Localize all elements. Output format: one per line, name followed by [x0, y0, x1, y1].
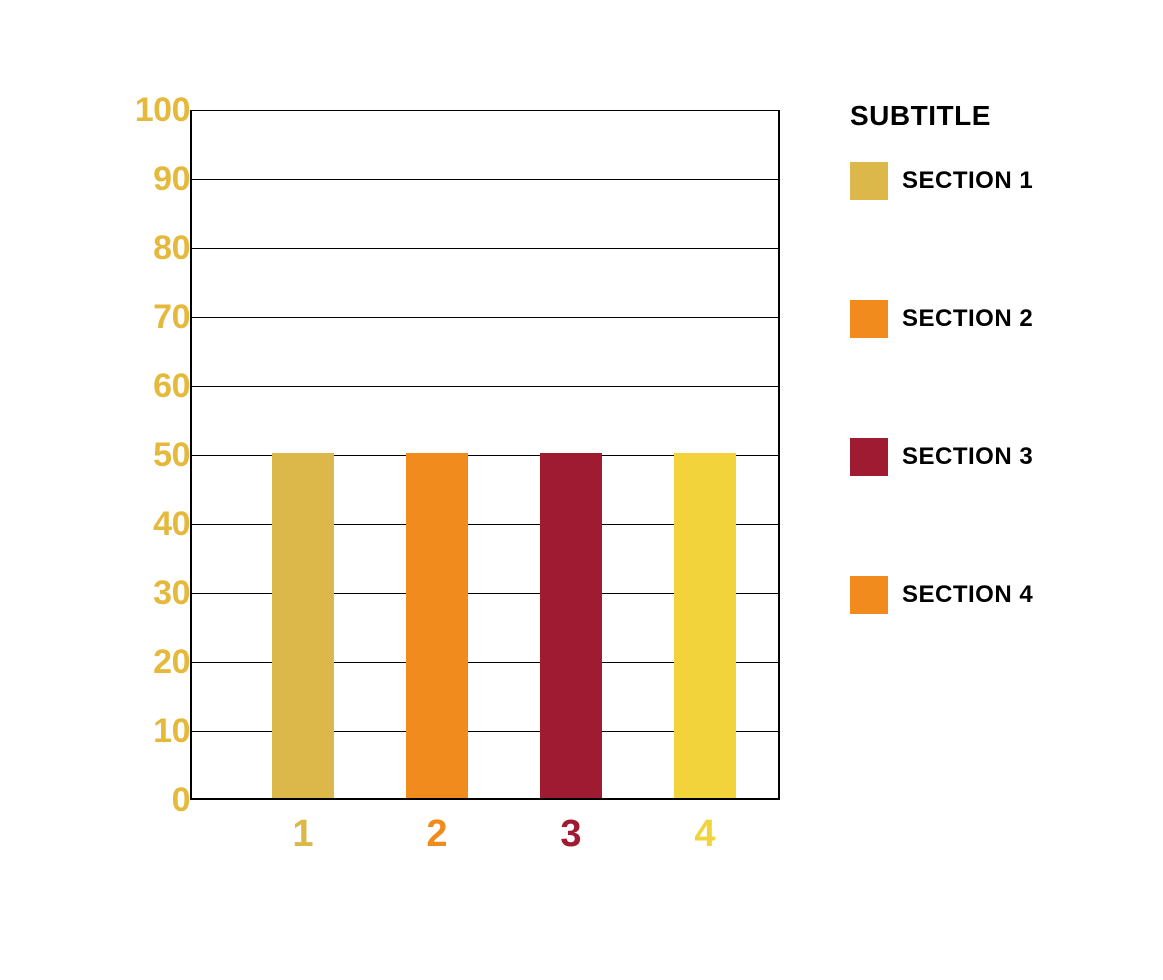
legend-label: SECTION 4	[902, 581, 1033, 609]
y-tick-label: 60	[120, 369, 190, 403]
bar-1	[272, 453, 334, 798]
x-tick-label: 3	[540, 815, 602, 853]
gridline	[192, 179, 778, 180]
legend-title: SUBTITLE	[850, 100, 1130, 132]
legend-swatch	[850, 576, 888, 614]
legend-label: SECTION 1	[902, 167, 1033, 195]
gridline	[192, 317, 778, 318]
y-tick-label: 30	[120, 576, 190, 610]
gridline	[192, 110, 778, 111]
gridline	[192, 386, 778, 387]
y-tick-label: 40	[120, 507, 190, 541]
legend-item-2: SECTION 2	[850, 300, 1130, 338]
legend-swatch	[850, 162, 888, 200]
x-tick-label: 4	[674, 815, 736, 853]
y-tick-label: 0	[120, 783, 190, 817]
legend-item-3: SECTION 3	[850, 438, 1130, 476]
bar-4	[674, 453, 736, 798]
y-tick-label: 10	[120, 714, 190, 748]
y-tick-label: 50	[120, 438, 190, 472]
y-tick-label: 70	[120, 300, 190, 334]
legend-item-4: SECTION 4	[850, 576, 1130, 614]
legend-label: SECTION 3	[902, 443, 1033, 471]
bar-3	[540, 453, 602, 798]
legend-label: SECTION 2	[902, 305, 1033, 333]
plot-area: 1234	[190, 110, 780, 800]
y-tick-label: 80	[120, 231, 190, 265]
bar-2	[406, 453, 468, 798]
legend-swatch	[850, 300, 888, 338]
y-tick-label: 100	[120, 93, 190, 127]
legend-swatch	[850, 438, 888, 476]
legend-item-1: SECTION 1	[850, 162, 1130, 200]
y-tick-label: 90	[120, 162, 190, 196]
legend: SUBTITLE SECTION 1SECTION 2SECTION 3SECT…	[850, 100, 1130, 614]
x-tick-label: 2	[406, 815, 468, 853]
legend-items: SECTION 1 SECTION 2 SECTION 3 SECTION 4	[850, 162, 1130, 614]
bar-chart: 1234 0102030405060708090100	[100, 100, 800, 880]
x-tick-label: 1	[272, 815, 334, 853]
gridline	[192, 248, 778, 249]
y-tick-label: 20	[120, 645, 190, 679]
